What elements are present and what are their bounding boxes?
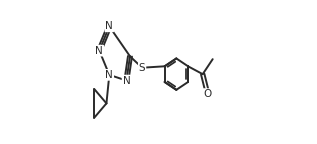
Text: O: O [204,89,212,99]
Text: N: N [95,46,103,56]
Text: S: S [139,63,146,73]
Text: N: N [106,70,113,80]
Text: N: N [123,76,130,86]
Text: N: N [106,21,113,31]
